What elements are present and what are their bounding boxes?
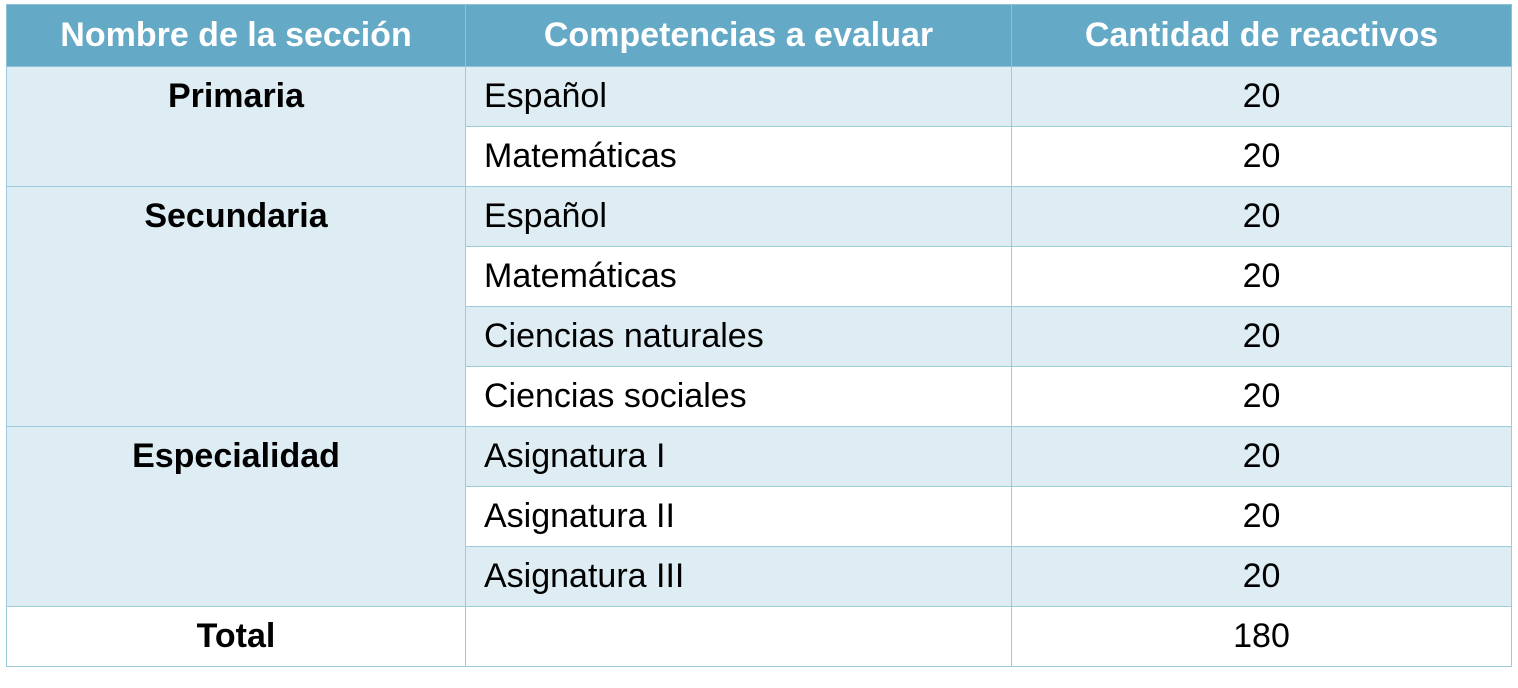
- competency-cell: Español: [465, 66, 1012, 127]
- table-row: Ciencias sociales 20: [7, 366, 1512, 427]
- total-count: 180: [1011, 606, 1512, 667]
- competency-cell: Asignatura III: [465, 546, 1012, 607]
- table-row: Ciencias naturales 20: [7, 306, 1512, 367]
- competency-cell: Español: [465, 186, 1012, 247]
- competency-cell: Ciencias sociales: [465, 366, 1012, 427]
- header-row: Nombre de la sección Competencias a eval…: [6, 4, 1512, 67]
- section-cell-secundaria: Secundaria: [6, 186, 466, 427]
- count-cell: 20: [1011, 546, 1512, 607]
- competency-cell: Asignatura II: [465, 486, 1012, 547]
- header-section-name: Nombre de la sección: [6, 4, 466, 67]
- competency-cell: Asignatura I: [465, 426, 1012, 487]
- count-cell: 20: [1011, 426, 1512, 487]
- total-competency-cell: [465, 606, 1012, 667]
- count-cell: 20: [1011, 306, 1512, 367]
- competency-cell: Matemáticas: [465, 126, 1012, 187]
- table-row: Primaria Español 20: [6, 66, 1512, 187]
- table-row: Matemáticas 20: [7, 126, 1512, 187]
- count-cell: 20: [1011, 126, 1512, 187]
- evaluation-sections-table: Nombre de la sección Competencias a eval…: [6, 4, 1512, 667]
- count-cell: 20: [1011, 246, 1512, 307]
- header-competencies: Competencias a evaluar: [465, 4, 1012, 67]
- count-cell: 20: [1011, 486, 1512, 547]
- section-cell-primaria: Primaria: [6, 66, 466, 187]
- count-cell: 20: [1011, 186, 1512, 247]
- total-row: Total 180: [6, 606, 1512, 667]
- count-cell: 20: [1011, 366, 1512, 427]
- header-item-count: Cantidad de reactivos: [1011, 4, 1512, 67]
- section-cell-especialidad: Especialidad: [6, 426, 466, 607]
- table-container: Nombre de la sección Competencias a eval…: [6, 4, 1512, 667]
- competency-cell: Matemáticas: [465, 246, 1012, 307]
- total-label: Total: [6, 606, 466, 667]
- table-row: Asignatura III 20: [7, 546, 1512, 607]
- table-row: Especialidad Asignatura I 20: [6, 426, 1512, 607]
- count-cell: 20: [1011, 66, 1512, 127]
- table-row: Asignatura II 20: [7, 486, 1512, 547]
- table-row: Secundaria Español 20: [6, 186, 1512, 427]
- competency-cell: Ciencias naturales: [465, 306, 1012, 367]
